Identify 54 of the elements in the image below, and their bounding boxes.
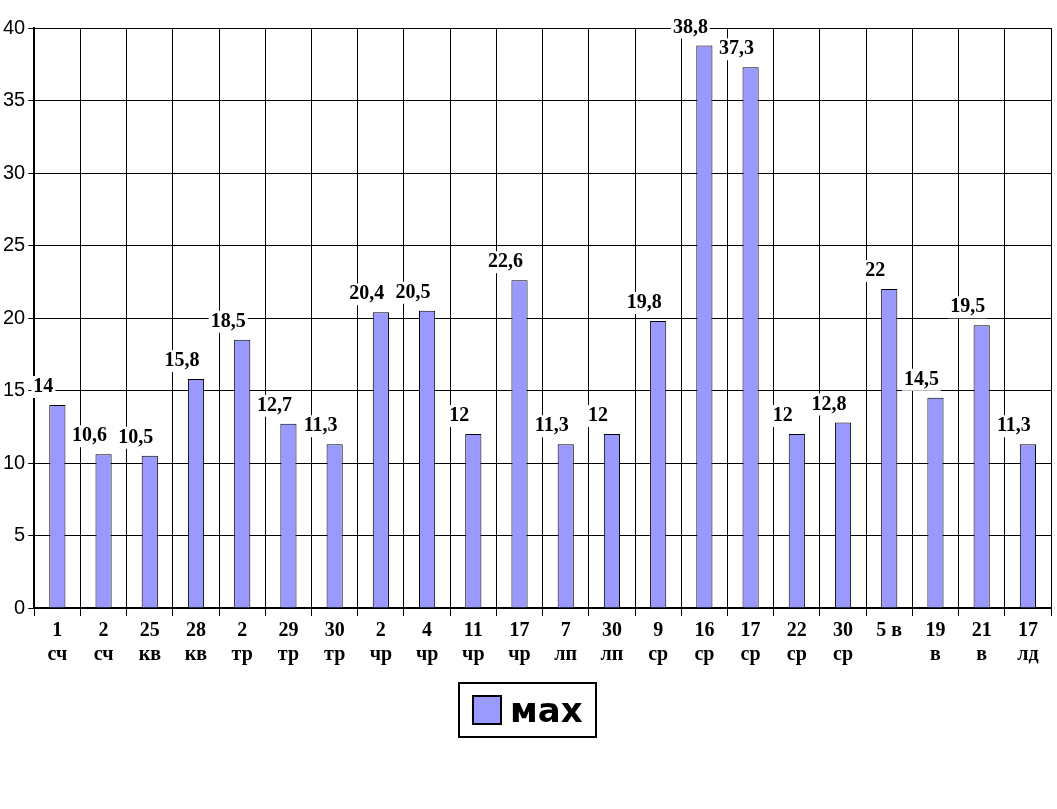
x-tick-label: 17 лд bbox=[1017, 618, 1039, 665]
x-tick-label: 19 в bbox=[925, 618, 946, 665]
x-tick-label: 11 чр bbox=[462, 618, 485, 666]
x-tick-label: 30 тр bbox=[324, 618, 346, 666]
x-tick-label: 4 чр bbox=[415, 618, 439, 666]
x-tick-label: 16 ср bbox=[694, 618, 715, 666]
y-tick-label: 20 bbox=[3, 305, 26, 328]
y-tick-label: 25 bbox=[3, 233, 26, 256]
x-tick-label: 28 кв bbox=[184, 618, 208, 665]
data-label: 12,7 bbox=[256, 393, 292, 416]
x-tick-label: 1 сч bbox=[47, 618, 68, 665]
data-label: 11,3 bbox=[303, 413, 338, 436]
data-label: 11,3 bbox=[534, 413, 569, 436]
data-label: 20,5 bbox=[395, 279, 431, 302]
data-label: 22,6 bbox=[488, 249, 524, 272]
data-label: 11,3 bbox=[996, 413, 1031, 436]
x-tick-label: 25 кв bbox=[138, 618, 162, 665]
data-label: 12 bbox=[449, 403, 470, 426]
y-tick-label: 35 bbox=[3, 88, 26, 111]
data-label: 18,5 bbox=[210, 308, 246, 331]
x-tick-label: 2 сч bbox=[93, 618, 114, 665]
data-label: 14,5 bbox=[903, 366, 939, 389]
data-label: 19,8 bbox=[626, 290, 662, 313]
x-tick-label: 30 лп bbox=[600, 618, 624, 665]
y-tick-label: 30 bbox=[3, 160, 26, 183]
x-tick-label: 22 ср bbox=[786, 618, 807, 666]
x-tick-label: 2 тр bbox=[231, 618, 253, 666]
x-tick-label: 9 ср bbox=[648, 618, 669, 666]
y-tick-label: 0 bbox=[14, 595, 26, 618]
data-label: 38,8 bbox=[672, 14, 708, 37]
legend-label: мах bbox=[510, 690, 583, 730]
x-tick-label: 29 тр bbox=[277, 618, 300, 666]
x-tick-label: 5 в bbox=[876, 618, 903, 641]
data-label: 12 bbox=[587, 403, 608, 426]
y-tick-label: 10 bbox=[3, 450, 26, 473]
data-label: 14 bbox=[33, 374, 54, 397]
y-tick-label: 5 bbox=[14, 523, 26, 546]
x-tick-label: 2 чр bbox=[369, 618, 393, 666]
y-tick-label: 40 bbox=[3, 15, 26, 38]
data-label: 12 bbox=[772, 403, 793, 426]
x-tick-label: 17 ср bbox=[740, 618, 761, 666]
x-tick-label: 17 чр bbox=[508, 618, 531, 666]
x-tick-label: 21 в bbox=[971, 618, 992, 665]
data-label: 15,8 bbox=[164, 348, 200, 371]
data-label: 12,8 bbox=[811, 391, 847, 414]
data-label: 22 bbox=[865, 258, 886, 281]
data-label: 10,6 bbox=[72, 423, 108, 446]
x-tick-label: 7 лп bbox=[554, 618, 578, 665]
y-tick-label: 15 bbox=[3, 378, 26, 401]
data-label: 20,4 bbox=[349, 281, 385, 304]
data-label: 37,3 bbox=[719, 36, 755, 59]
data-label: 19,5 bbox=[950, 294, 986, 317]
data-label: 10,5 bbox=[118, 424, 154, 447]
x-tick-label: 30 ср bbox=[833, 618, 854, 666]
